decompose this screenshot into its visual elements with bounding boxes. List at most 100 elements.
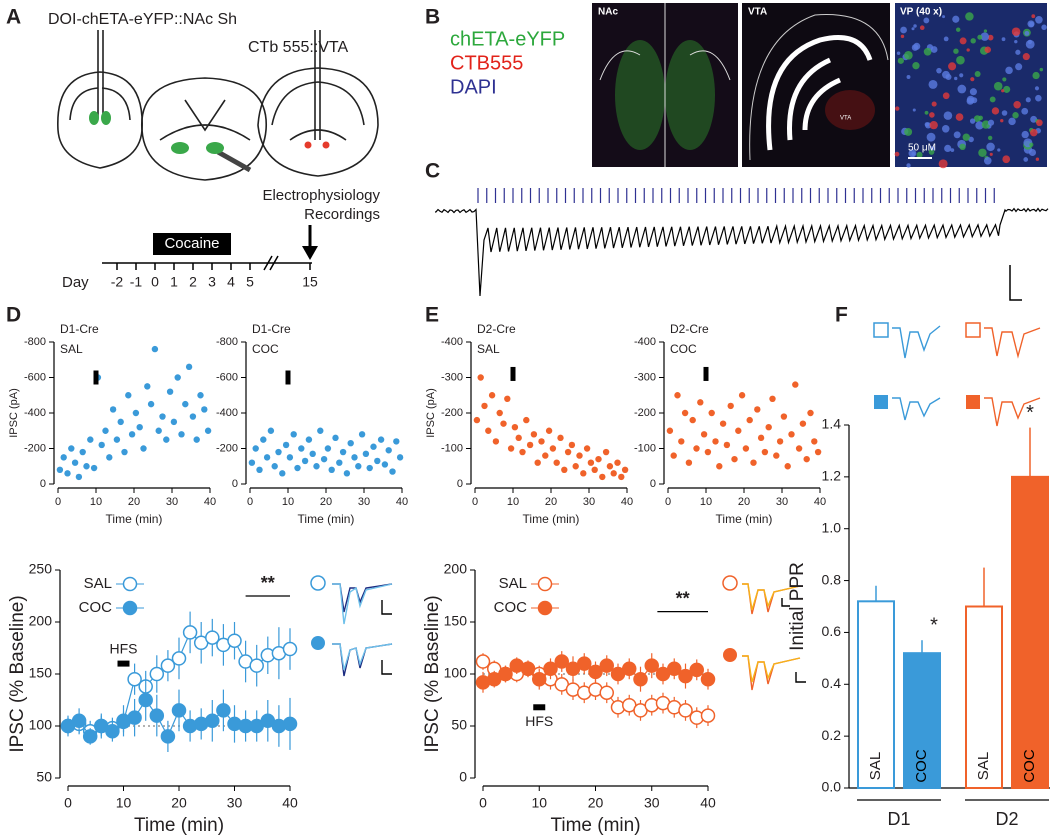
legend-marker (122, 600, 138, 616)
point (105, 723, 120, 739)
point (127, 710, 142, 725)
point (511, 424, 519, 431)
cell-dot (1041, 24, 1047, 31)
y-tick-label: 0.8 (822, 571, 842, 587)
point (64, 470, 71, 477)
outline (749, 14, 889, 161)
x-tick-label: 10 (90, 496, 102, 508)
point (178, 431, 185, 438)
cell-dot (987, 119, 995, 126)
point (526, 441, 534, 449)
point (298, 445, 305, 452)
cell-dot (991, 107, 1000, 115)
point (389, 468, 396, 475)
stain (615, 40, 665, 150)
point (712, 438, 719, 445)
x-tick-label: 20 (320, 496, 332, 508)
point (347, 439, 354, 447)
cell-dot (912, 62, 920, 70)
cell-dot (989, 96, 996, 103)
cell-dot (919, 25, 925, 31)
cell-dot (956, 55, 965, 65)
point (121, 448, 128, 456)
chart-subtitle: SAL (60, 342, 83, 356)
x-tick-label: 10 (507, 496, 519, 508)
y-tick-label: 100 (444, 665, 468, 681)
point (182, 400, 189, 408)
point (305, 436, 313, 443)
point (606, 463, 614, 470)
x-tick-label: 30 (166, 496, 178, 508)
point (534, 459, 541, 466)
point (750, 459, 757, 466)
cell-dot (1002, 155, 1011, 164)
axis-break (263, 255, 279, 271)
point (138, 692, 153, 708)
y-tick-label: -600 (24, 371, 46, 383)
y-tick-label: -400 (216, 407, 238, 419)
injection-site (101, 111, 111, 125)
point (689, 662, 704, 678)
point (773, 452, 780, 459)
y-tick-label: -800 (24, 336, 46, 348)
cell-dot (928, 149, 935, 155)
cell-dot (900, 26, 907, 34)
y-tick-label: -200 (441, 407, 463, 419)
outline (599, 3, 731, 167)
cell-dot (948, 62, 957, 71)
injection-label: CTb 555::VTA (248, 39, 349, 56)
panel-label: C (425, 160, 440, 183)
point (279, 470, 286, 477)
cell-dot (945, 74, 952, 81)
point (507, 445, 515, 452)
point (355, 463, 362, 470)
x-tick-label: 30 (583, 496, 595, 508)
y-tick-label: 150 (29, 665, 53, 681)
cell-dot (942, 15, 946, 19)
y-tick-label: 0 (457, 478, 463, 490)
point (633, 671, 648, 687)
charts: 0 -200 -400 -600 -800 IPSC (pA) 0 10 20 30 40 Time … (7, 322, 1050, 835)
cell-dot (952, 15, 960, 23)
cell-dot (929, 112, 935, 118)
y-axis-label: IPSC (pA) (425, 388, 437, 438)
x-axis-label: Time (min) (134, 815, 224, 835)
point (523, 416, 530, 424)
y-tick-label: 0.6 (822, 623, 842, 639)
point (678, 703, 693, 718)
point (166, 388, 174, 395)
cell-dot (894, 151, 900, 157)
scale-bar (1009, 265, 1022, 301)
cell-dot (983, 156, 992, 165)
panel-label: E (425, 304, 439, 327)
x-axis-label: Time (min) (716, 512, 773, 526)
x-tick-label: 40 (396, 496, 408, 508)
point (271, 463, 278, 470)
bar (1011, 475, 1049, 789)
point (568, 441, 576, 449)
injection-site (89, 111, 99, 125)
point (82, 729, 98, 744)
y-tick-label: 100 (29, 717, 53, 733)
image-label: NAc (598, 7, 618, 18)
cell-dot (975, 121, 984, 130)
cell-dot (1002, 77, 1007, 82)
point (700, 671, 716, 687)
point (496, 409, 503, 417)
bar-label: SAL (867, 752, 884, 780)
cell-dot (906, 163, 911, 168)
cell-dot (1001, 110, 1008, 116)
legend-text: chETA-eYFP (450, 28, 565, 50)
point (381, 461, 389, 468)
cell-dot (931, 101, 937, 107)
point (780, 413, 788, 420)
cell-dot (1039, 67, 1044, 72)
point (644, 658, 659, 673)
cell-dot (966, 48, 970, 52)
cell-dot (1001, 37, 1006, 42)
point (776, 438, 784, 445)
x-tick-label: 0 (479, 795, 487, 811)
y-tick-label: 1.2 (822, 468, 842, 484)
stain (825, 90, 875, 130)
x-tick-label: 40 (621, 496, 633, 508)
